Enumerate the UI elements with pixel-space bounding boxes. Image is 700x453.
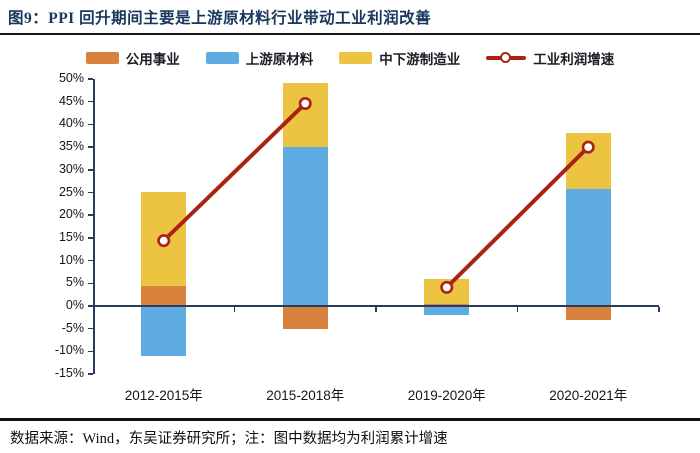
legend-label: 上游原材料 bbox=[245, 52, 314, 67]
bar-segment-upstream bbox=[565, 188, 611, 306]
bar-segment-utilities bbox=[282, 306, 328, 329]
y-axis-tick-label: 15% bbox=[58, 229, 84, 244]
legend-swatch-upstream-icon bbox=[205, 52, 239, 64]
y-axis-tick-label: -10% bbox=[54, 343, 84, 358]
y-axis-tick bbox=[88, 191, 93, 194]
title-divider bbox=[0, 33, 700, 35]
legend-label: 公用事业 bbox=[125, 52, 180, 67]
y-axis-tick-label: 40% bbox=[58, 116, 84, 131]
y-axis-tick bbox=[88, 146, 93, 148]
bar-segment-utilities bbox=[141, 285, 187, 306]
chart-legend: 公用事业 上游原材料 中下游制造业 工业利润增速 bbox=[0, 47, 700, 69]
y-axis-tick-label: 10% bbox=[58, 252, 84, 267]
y-axis-tick-label: -5% bbox=[61, 320, 84, 335]
legend-swatch-utilities-icon bbox=[85, 52, 119, 64]
legend-circle-icon bbox=[500, 52, 512, 63]
y-axis bbox=[93, 79, 95, 375]
legend-item-mid-downstream: 中下游制造业 bbox=[339, 48, 460, 68]
bar-segment-mid-downstream bbox=[282, 82, 328, 148]
x-axis-tick bbox=[233, 307, 236, 312]
legend-swatch-mid-downstream-icon bbox=[339, 52, 373, 64]
y-axis-tick bbox=[88, 123, 93, 126]
x-axis-label: 2020-2021年 bbox=[549, 388, 628, 403]
y-axis-tick bbox=[88, 259, 93, 262]
y-axis-tick-label: 45% bbox=[58, 93, 84, 108]
y-axis-tick bbox=[88, 214, 93, 216]
profit-growth-line-segment bbox=[445, 145, 590, 289]
line-marker bbox=[157, 234, 171, 248]
line-marker bbox=[298, 97, 312, 111]
y-axis-tick-label: 35% bbox=[58, 139, 84, 154]
x-axis-tick bbox=[516, 307, 519, 312]
line-marker bbox=[440, 280, 454, 294]
line-marker bbox=[581, 140, 595, 154]
x-axis-label: 2012-2015年 bbox=[124, 388, 203, 403]
legend-line-marker-icon bbox=[486, 52, 527, 64]
y-axis-tick-label: 30% bbox=[58, 161, 84, 176]
y-axis-tick bbox=[88, 282, 93, 285]
y-axis-tick-label: 5% bbox=[65, 275, 84, 290]
y-axis-tick bbox=[88, 169, 93, 171]
y-axis-tick bbox=[88, 373, 93, 375]
y-axis-tick-label: -15% bbox=[54, 366, 84, 381]
bar-segment-upstream bbox=[424, 306, 470, 316]
y-axis-tick bbox=[88, 305, 93, 307]
y-axis-tick bbox=[88, 327, 93, 330]
y-axis-tick-label: 25% bbox=[58, 184, 84, 199]
y-axis-tick-label: 20% bbox=[58, 207, 84, 222]
y-axis-tick bbox=[88, 237, 93, 239]
y-axis-tick-label: 50% bbox=[58, 71, 84, 85]
x-axis-tick bbox=[658, 307, 660, 312]
y-axis-tick bbox=[88, 78, 93, 80]
legend-label: 中下游制造业 bbox=[379, 52, 461, 67]
bar-segment-utilities bbox=[565, 306, 611, 320]
profit-growth-line-segment bbox=[162, 102, 307, 243]
bar-segment-utilities bbox=[424, 303, 470, 306]
x-axis-tick bbox=[375, 307, 377, 312]
bar-segment-upstream bbox=[141, 306, 187, 356]
legend-item-profit-growth: 工业利润增速 bbox=[486, 48, 614, 68]
legend-item-utilities: 公用事业 bbox=[85, 48, 180, 68]
y-axis-tick bbox=[88, 350, 93, 353]
footer-divider bbox=[0, 418, 700, 421]
chart-title: 图9：PPI 回升期间主要是上游原材料行业带动工业利润改善 bbox=[8, 10, 432, 27]
y-axis-tick-label: 0% bbox=[65, 298, 84, 312]
source-note: 数据来源：Wind，东吴证券研究所；注：图中数据均为利润累计增速 bbox=[10, 431, 448, 447]
x-axis-label: 2019-2020年 bbox=[407, 388, 486, 403]
bar-segment-upstream bbox=[282, 147, 328, 306]
legend-label: 工业利润增速 bbox=[533, 52, 615, 67]
legend-item-upstream: 上游原材料 bbox=[205, 48, 314, 68]
x-axis-zero-line bbox=[93, 305, 659, 307]
x-axis-label: 2015-2018年 bbox=[266, 388, 345, 403]
y-axis-tick bbox=[88, 100, 93, 103]
